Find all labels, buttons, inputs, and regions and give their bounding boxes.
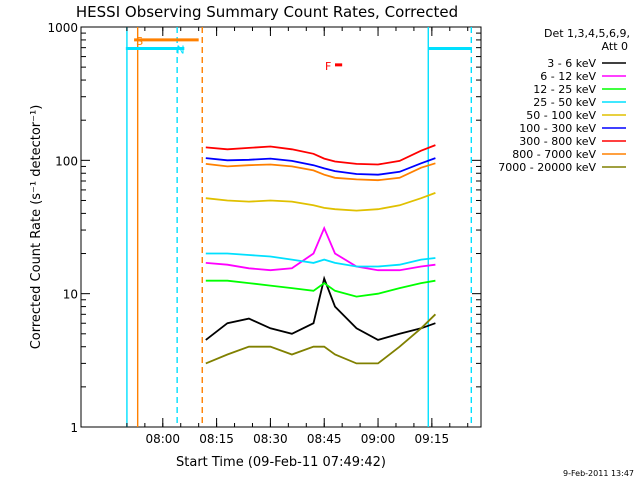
- chart-title: HESSI Observing Summary Count Rates, Cor…: [76, 3, 458, 21]
- y-tick-label: 1: [70, 421, 78, 435]
- flag-label: F: [325, 60, 331, 73]
- x-tick-label: 08:30: [253, 432, 288, 446]
- y-tick-label: 10: [63, 288, 78, 302]
- x-tick-label: 08:45: [307, 432, 342, 446]
- legend-item-label: 800 - 7000 keV: [512, 148, 596, 161]
- y-axis-label: Corrected Count Rate (s⁻¹ detector⁻¹): [29, 105, 44, 350]
- y-tick-label: 100: [55, 154, 78, 168]
- legend-item-label: 50 - 100 keV: [526, 109, 596, 122]
- series-line: [205, 252, 436, 268]
- flag-label: S: [136, 35, 143, 48]
- legend-item-label: 300 - 800 keV: [519, 135, 596, 148]
- legend-item-label: 12 - 25 keV: [533, 83, 596, 96]
- x-tick-label: 09:15: [415, 432, 450, 446]
- series-line: [205, 225, 436, 272]
- flag-bars: S N F: [125, 35, 472, 73]
- y-tick-label: 1000: [47, 21, 78, 35]
- series-line: [205, 157, 436, 176]
- timestamp: 9-Feb-2011 13:47: [563, 469, 634, 478]
- series-line: [205, 279, 436, 298]
- series-lines: [205, 144, 437, 365]
- series-line: [205, 192, 436, 212]
- legend-item-label: 25 - 50 keV: [533, 96, 596, 109]
- plot-area-frame: [80, 26, 482, 428]
- x-tick-label: 08:15: [199, 432, 234, 446]
- x-axis-label: Start Time (09-Feb-11 07:49:42): [176, 455, 386, 470]
- series-line: [205, 162, 436, 182]
- legend-item-label: 100 - 300 keV: [519, 122, 596, 135]
- legend-item-label: 3 - 6 keV: [547, 57, 596, 70]
- axes: 08:00 08:15 08:30 08:45 09:00 09:15 1 10 100 1000: [47, 21, 481, 446]
- legend-detector-label: Det 1,3,4,5,6,9,: [544, 27, 630, 40]
- night-lines: [126, 27, 473, 427]
- legend-attenuator-label: Att 0: [602, 40, 628, 53]
- x-tick-label: 08:00: [145, 432, 180, 446]
- x-tick-label: 09:00: [361, 432, 396, 446]
- series-line: [205, 144, 436, 166]
- legend-item-label: 7000 - 20000 keV: [498, 161, 596, 174]
- flag-label: N: [176, 43, 184, 56]
- legend-item-label: 6 - 12 keV: [540, 70, 596, 83]
- series-line: [205, 275, 436, 341]
- series-line: [205, 313, 437, 365]
